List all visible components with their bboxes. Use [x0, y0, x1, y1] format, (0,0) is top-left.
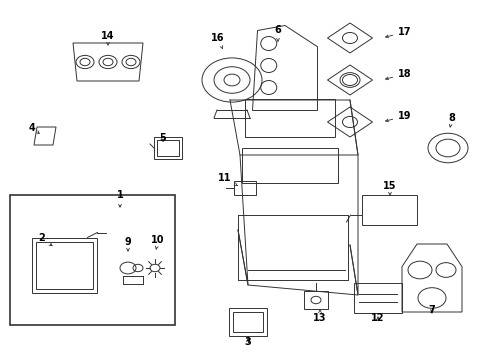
Bar	[304, 291, 327, 309]
Text: 13: 13	[313, 310, 326, 323]
Text: 16: 16	[211, 33, 224, 49]
Text: 9: 9	[124, 237, 131, 251]
Bar	[32, 238, 97, 292]
Text: 15: 15	[383, 181, 396, 195]
Bar	[228, 308, 266, 336]
Bar	[244, 99, 334, 137]
Bar	[232, 312, 263, 332]
Text: 8: 8	[447, 113, 454, 127]
Text: 5: 5	[159, 133, 166, 143]
Bar	[37, 242, 93, 288]
Text: 19: 19	[385, 111, 411, 122]
Text: 2: 2	[39, 233, 52, 246]
Text: 6: 6	[274, 25, 281, 41]
Text: 10: 10	[151, 235, 164, 249]
Text: 4: 4	[29, 123, 39, 134]
Text: 1: 1	[116, 190, 123, 207]
Text: 14: 14	[101, 31, 115, 45]
Bar	[234, 181, 256, 195]
Bar	[10, 195, 175, 325]
Bar	[242, 148, 337, 183]
Bar	[362, 195, 417, 225]
Bar	[154, 137, 182, 159]
Bar	[157, 140, 179, 156]
Text: 11: 11	[218, 173, 237, 185]
Text: 12: 12	[370, 313, 384, 323]
Text: 18: 18	[385, 69, 411, 80]
Text: 3: 3	[244, 337, 251, 347]
Text: 7: 7	[428, 305, 434, 315]
Text: 17: 17	[385, 27, 411, 38]
Bar	[353, 283, 401, 313]
